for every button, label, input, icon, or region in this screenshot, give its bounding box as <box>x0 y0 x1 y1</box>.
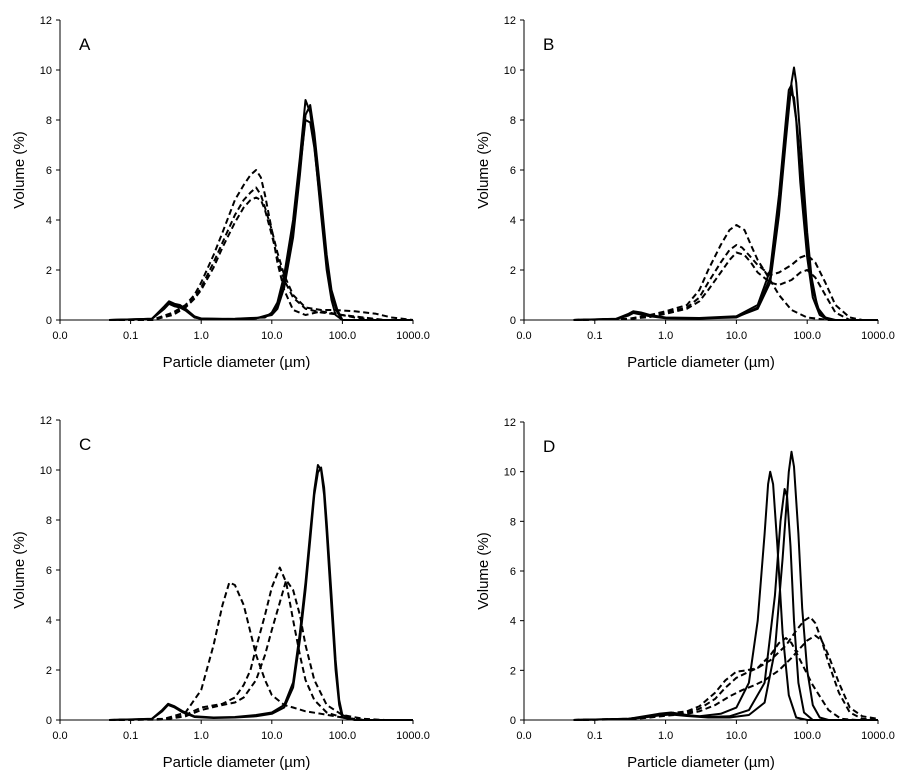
x-tick-label: 10.0 <box>261 730 282 742</box>
x-tick-label: 0.1 <box>123 330 138 342</box>
y-tick-label: 6 <box>46 165 52 177</box>
series-line-5 <box>109 186 414 321</box>
y-tick-label: 6 <box>510 566 516 578</box>
x-tick-label: 1000.0 <box>861 330 895 342</box>
series-line-4 <box>109 566 413 721</box>
x-tick-label: 10.0 <box>726 330 747 342</box>
y-tick-label: 4 <box>510 616 516 628</box>
x-axis-label: Particle diameter (µm) <box>627 754 775 771</box>
panel-label: B <box>543 35 554 54</box>
x-tick-label: 1.0 <box>194 330 209 342</box>
y-axis-label: Volume (%) <box>11 131 28 209</box>
series-line-3 <box>573 91 878 321</box>
y-tick-label: 12 <box>504 417 516 429</box>
x-axis-label: Particle diameter (µm) <box>163 754 311 771</box>
y-tick-label: 10 <box>504 467 516 479</box>
x-tick-label: 100.0 <box>329 730 357 742</box>
series-line-3 <box>109 104 413 321</box>
y-tick-label: 2 <box>510 265 516 277</box>
series-line-1 <box>109 464 413 721</box>
y-tick-label: 12 <box>504 15 516 27</box>
x-tick-label: 100.0 <box>793 330 821 342</box>
x-tick-label: 10.0 <box>261 330 282 342</box>
series-line-1 <box>109 99 413 321</box>
x-tick-label: 1000.0 <box>396 330 430 342</box>
y-tick-label: 10 <box>504 65 516 77</box>
series-line-6 <box>573 251 878 321</box>
panel-label: A <box>79 35 91 54</box>
y-tick-label: 0 <box>46 315 52 327</box>
x-tick-label: 0.1 <box>587 330 602 342</box>
y-tick-label: 2 <box>510 665 516 677</box>
y-tick-label: 4 <box>510 215 516 227</box>
panel-b: 0 2 4 6 8 10 12 0.0 0.1 1.0 10.0 100.0 1000.0 Particl… <box>475 15 895 371</box>
y-axis-label: Volume (%) <box>475 532 492 610</box>
series-line-3 <box>573 450 878 721</box>
y-tick-label: 4 <box>46 215 52 227</box>
y-tick-label: 2 <box>46 665 52 677</box>
x-tick-label: 1000.0 <box>861 730 895 742</box>
series-line-6 <box>109 196 413 321</box>
series-line-4 <box>573 224 878 321</box>
y-tick-label: 8 <box>510 115 516 127</box>
series-line-2 <box>109 466 413 721</box>
series-line-5 <box>573 615 879 721</box>
x-tick-label: 1000.0 <box>396 730 430 742</box>
x-tick-label: 10.0 <box>726 730 747 742</box>
y-axis-label: Volume (%) <box>475 131 492 209</box>
y-tick-label: 10 <box>40 65 52 77</box>
series-line-2 <box>573 66 878 321</box>
series-line-4 <box>573 637 878 721</box>
series-line-2 <box>573 488 878 721</box>
x-tick-label: 0.1 <box>123 730 138 742</box>
y-tick-label: 12 <box>40 415 52 427</box>
series-line-4 <box>109 169 413 321</box>
series-line-1 <box>573 84 878 321</box>
y-tick-label: 8 <box>510 516 516 528</box>
panel-c: 0 2 4 6 8 10 12 0.0 0.1 1.0 10.0 100.0 1000.0 Particl… <box>11 415 430 771</box>
y-tick-label: 0 <box>510 315 516 327</box>
x-axis-label: Particle diameter (µm) <box>627 354 775 371</box>
series-line-1 <box>573 470 878 721</box>
panel-a: 0 2 4 6 8 10 12 0.0 0.1 1.0 10.0 100.0 1000.0 Particl… <box>11 15 430 371</box>
y-tick-label: 8 <box>46 515 52 527</box>
y-tick-label: 10 <box>40 465 52 477</box>
y-tick-label: 4 <box>46 615 52 627</box>
x-tick-label: 1.0 <box>658 330 673 342</box>
y-tick-label: 6 <box>510 165 516 177</box>
x-tick-label: 1.0 <box>658 730 673 742</box>
y-tick-label: 0 <box>510 715 516 727</box>
y-tick-label: 0 <box>46 715 52 727</box>
panel-label: C <box>79 435 91 454</box>
x-tick-label: 0.0 <box>52 730 67 742</box>
y-tick-label: 6 <box>46 565 52 577</box>
series-line-2 <box>109 119 413 321</box>
y-axis-label: Volume (%) <box>11 531 28 609</box>
panel-label: D <box>543 437 555 456</box>
x-tick-label: 0.0 <box>516 730 531 742</box>
panel-d: 0 2 4 6 8 10 12 0.0 0.1 1.0 10.0 100.0 1000.0 Particl… <box>475 417 895 771</box>
y-tick-label: 12 <box>40 15 52 27</box>
y-tick-label: 2 <box>46 265 52 277</box>
series-line-5 <box>109 579 413 721</box>
series-line-3 <box>109 581 413 721</box>
x-axis-label: Particle diameter (µm) <box>163 354 311 371</box>
x-tick-label: 100.0 <box>793 730 821 742</box>
y-tick-label: 8 <box>46 115 52 127</box>
x-tick-label: 0.0 <box>52 330 67 342</box>
x-tick-label: 0.0 <box>516 330 531 342</box>
x-tick-label: 100.0 <box>329 330 357 342</box>
x-tick-label: 1.0 <box>194 730 209 742</box>
series-line-6 <box>573 634 879 721</box>
x-tick-label: 0.1 <box>587 730 602 742</box>
